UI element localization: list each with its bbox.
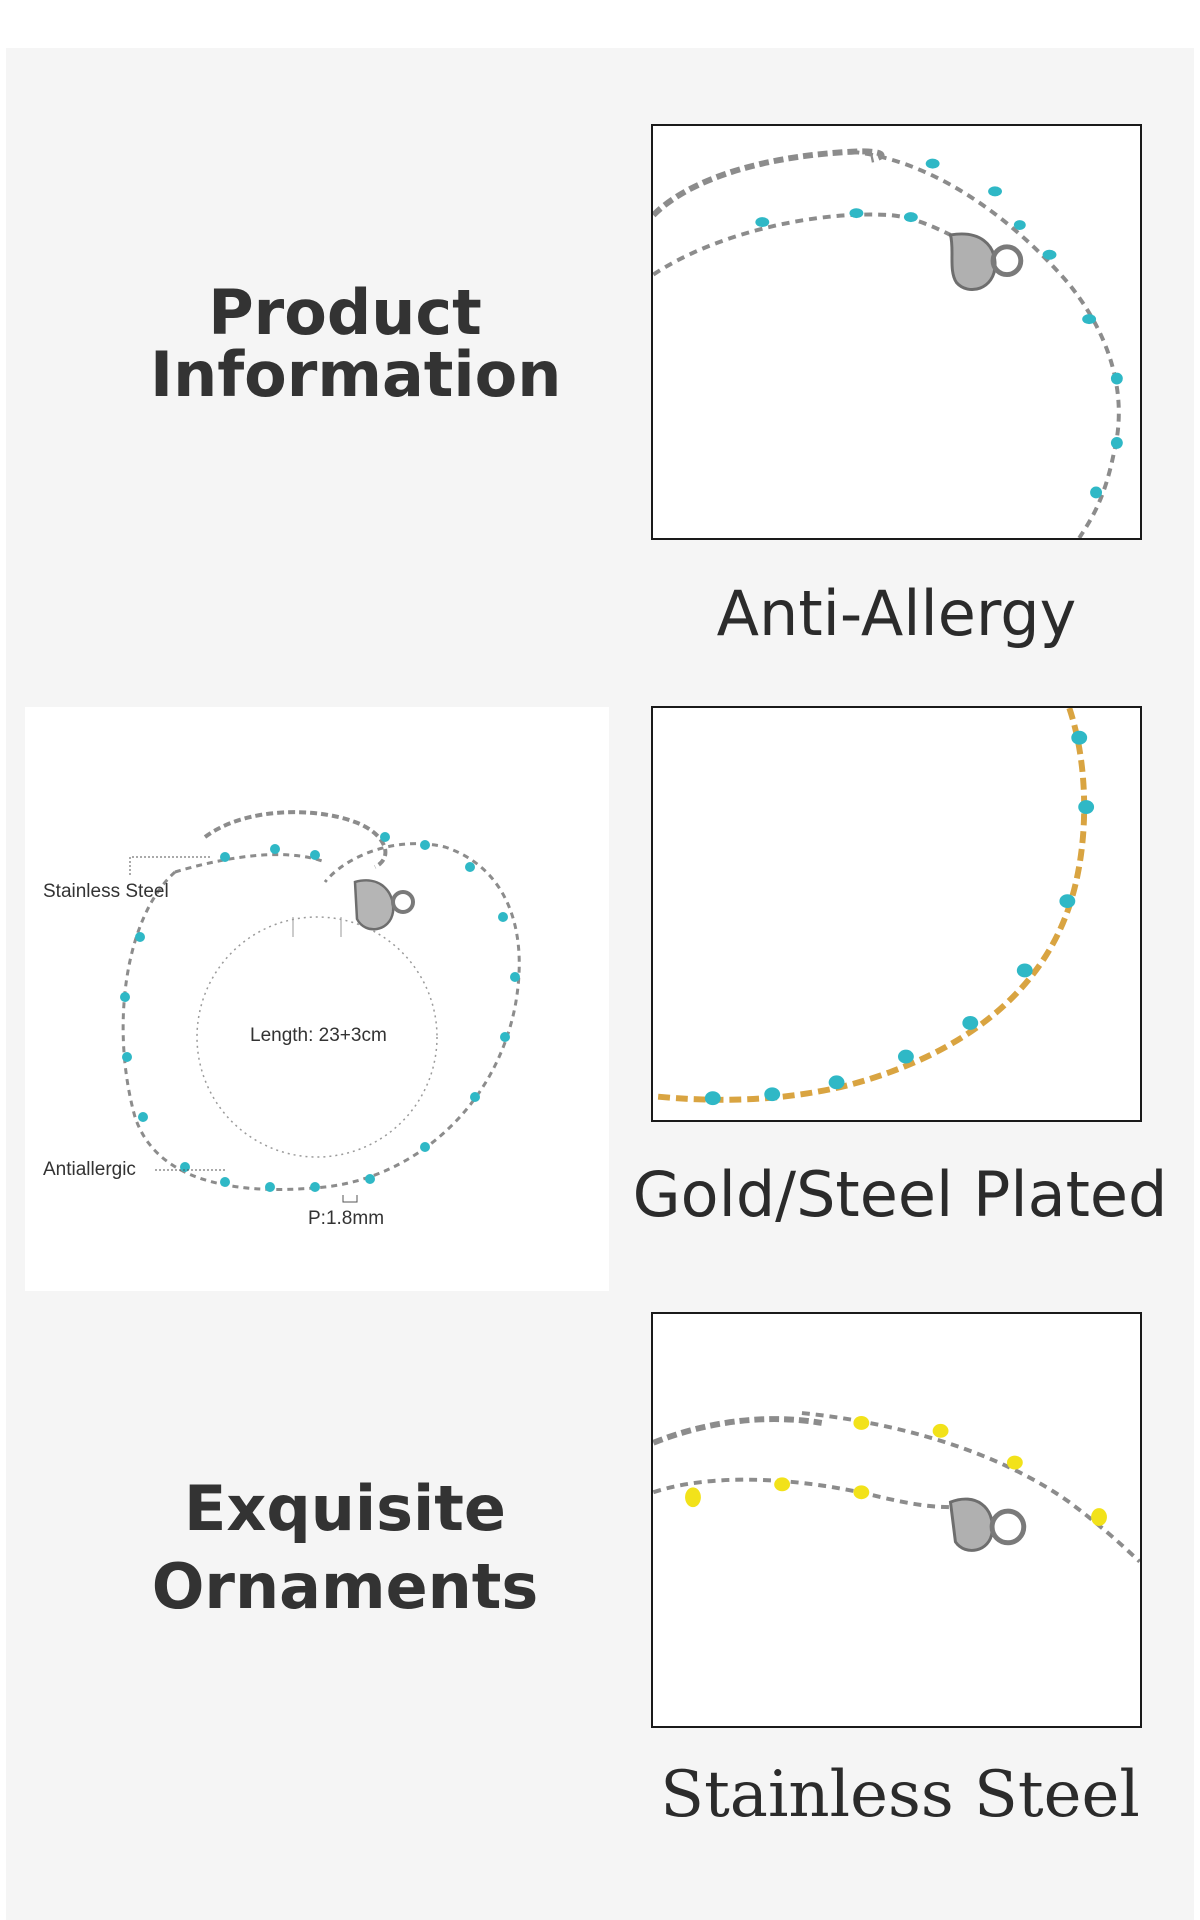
- anklet-photo-steel-turquoise: [651, 124, 1142, 540]
- gold-steel-plated-caption: Gold/Steel Plated: [632, 1158, 1168, 1231]
- steel-turquoise-chain-image: [653, 148, 1123, 538]
- anklet-photo-steel-yellow: [651, 1312, 1142, 1728]
- stainless-steel-caption: Stainless Steel: [660, 1758, 1140, 1832]
- dimension-diagram-image: Stainless Steel Length: 23+3cm Antialler…: [43, 810, 521, 1229]
- heading-line-1: Product: [208, 276, 482, 349]
- pitch-label: P:1.8mm: [308, 1208, 384, 1229]
- anti-allergy-caption: Anti-Allergy: [716, 577, 1077, 650]
- product-information-heading: Product Information: [150, 276, 562, 411]
- exquisite-ornaments-heading: Exquisite Ornaments: [150, 1470, 540, 1626]
- length-label: Length: 23+3cm: [250, 1025, 387, 1046]
- gold-turquoise-chain-image: [653, 708, 1095, 1106]
- heading-line-2: Ornaments: [151, 1550, 539, 1623]
- anklet-photo-gold-turquoise: [651, 706, 1142, 1122]
- heading-line-2: Information: [150, 338, 562, 411]
- heading-line-1: Exquisite: [184, 1472, 506, 1545]
- steel-yellow-chain-image: [653, 1411, 1140, 1564]
- antiallergic-label: Antiallergic: [43, 1159, 136, 1180]
- stainless-steel-label: Stainless Steel: [43, 881, 169, 902]
- anklet-dimension-diagram: Stainless Steel Length: 23+3cm Antialler…: [25, 707, 609, 1291]
